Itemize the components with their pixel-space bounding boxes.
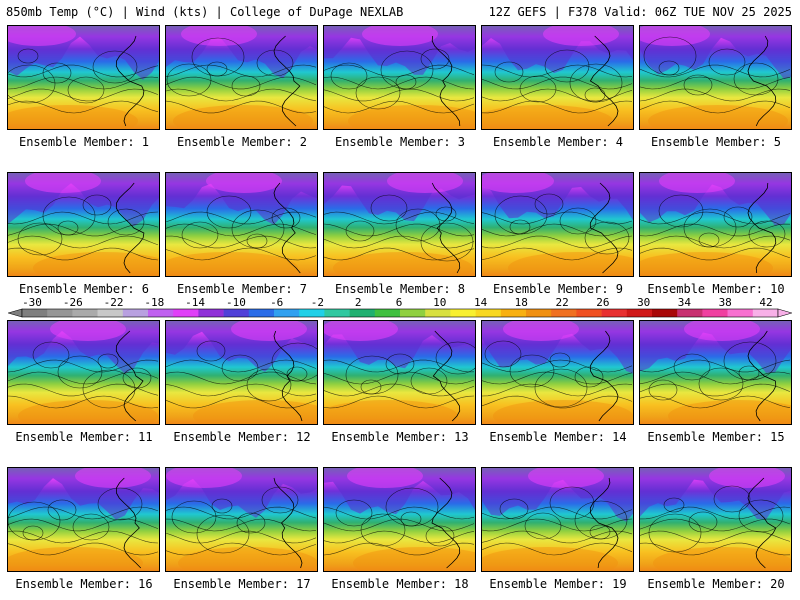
colorbar-segment: [248, 309, 275, 317]
colorbar-segment: [173, 309, 199, 317]
temperature-colorbar: -30 -26 -22 -18 -14 -10 -6 -2 2 6 10 14 18 22 26 30 34 38…: [8, 296, 792, 318]
colorbar-segment: [626, 309, 653, 317]
colorbar-tick-label: 30: [637, 296, 650, 309]
panel-label-4: Ensemble Member: 4: [492, 135, 624, 149]
colorbar-segment: [576, 309, 602, 317]
ensemble-panel-6: [7, 172, 160, 277]
colorbar-segment: [727, 309, 754, 317]
ensemble-panel-2: [165, 25, 318, 130]
colorbar-tick-label: 14: [474, 296, 488, 309]
panel-label-10: Ensemble Member: 10: [647, 282, 785, 296]
colorbar-segment: [475, 309, 502, 317]
ensemble-panel-15: [639, 320, 792, 425]
ensemble-panel-1: [7, 25, 160, 130]
colorbar-tick-label: 2: [355, 296, 362, 309]
ensemble-panel-3: [323, 25, 476, 130]
colorbar-segment: [551, 309, 577, 317]
panel-label-8: Ensemble Member: 8: [334, 282, 466, 296]
colorbar-tick-label: -2: [311, 296, 324, 309]
colorbar-segment: [97, 309, 124, 317]
colorbar-segment: [22, 309, 48, 317]
panel-label-5: Ensemble Member: 5: [650, 135, 782, 149]
colorbar-tick-label: 6: [396, 296, 403, 309]
header-run-info: 12Z GEFS | F378 Valid: 06Z TUE NOV 25 20…: [488, 5, 792, 19]
ensemble-panel-19: [481, 467, 634, 572]
colorbar-segment: [500, 309, 527, 317]
colorbar-segment: [374, 309, 401, 317]
colorbar-tick-label: 42: [759, 296, 772, 309]
colorbar-tick-label: -18: [144, 296, 164, 309]
panel-label-20: Ensemble Member: 20: [647, 577, 785, 591]
panel-label-14: Ensemble Member: 14: [489, 430, 627, 444]
colorbar-segment: [526, 309, 552, 317]
colorbar-segment: [677, 309, 703, 317]
colorbar-left-arrow: [8, 308, 23, 318]
colorbar-segment: [652, 309, 678, 317]
colorbar-segment: [702, 309, 728, 317]
colorbar-segment: [72, 309, 98, 317]
panel-label-11: Ensemble Member: 11: [15, 430, 153, 444]
colorbar-segment: [198, 309, 224, 317]
colorbar-tick-label: 38: [719, 296, 732, 309]
panel-label-18: Ensemble Member: 18: [331, 577, 469, 591]
ensemble-panel-11: [7, 320, 160, 425]
colorbar-segment: [400, 309, 426, 317]
panel-label-16: Ensemble Member: 16: [15, 577, 153, 591]
ensemble-panel-13: [323, 320, 476, 425]
colorbar-segment: [274, 309, 300, 317]
ensemble-panel-14: [481, 320, 634, 425]
panel-label-13: Ensemble Member: 13: [331, 430, 469, 444]
colorbar-right-arrow: [777, 308, 792, 318]
panel-label-12: Ensemble Member: 12: [173, 430, 311, 444]
colorbar-segment: [47, 309, 73, 317]
colorbar-segment: [601, 309, 628, 317]
colorbar-tick-label: -10: [226, 296, 246, 309]
colorbar-tick-label: -6: [270, 296, 283, 309]
ensemble-panel-18: [323, 467, 476, 572]
ensemble-panel-5: [639, 25, 792, 130]
panel-label-15: Ensemble Member: 15: [647, 430, 785, 444]
ensemble-panel-17: [165, 467, 318, 572]
ensemble-panel-12: [165, 320, 318, 425]
panel-label-19: Ensemble Member: 19: [489, 577, 627, 591]
colorbar-segment: [450, 309, 476, 317]
header-title: 850mb Temp (°C) | Wind (kts) | College o…: [6, 5, 404, 19]
colorbar-segment: [223, 309, 250, 317]
colorbar-tick-label: 10: [433, 296, 446, 309]
ensemble-panel-9: [481, 172, 634, 277]
colorbar-tick-label: -30: [22, 296, 42, 309]
colorbar-tick-label: 18: [515, 296, 528, 309]
panel-label-6: Ensemble Member: 6: [18, 282, 150, 296]
colorbar-tick-label: 22: [555, 296, 568, 309]
panel-label-9: Ensemble Member: 9: [492, 282, 624, 296]
ensemble-panel-7: [165, 172, 318, 277]
colorbar-tick-label: -14: [185, 296, 205, 309]
panel-label-1: Ensemble Member: 1: [18, 135, 150, 149]
ensemble-panel-10: [639, 172, 792, 277]
ensemble-panel-16: [7, 467, 160, 572]
colorbar-tick-label: -22: [104, 296, 124, 309]
colorbar-segment: [425, 309, 451, 317]
colorbar-tick-label: 34: [678, 296, 692, 309]
colorbar-segment: [349, 309, 376, 317]
ensemble-panel-20: [639, 467, 792, 572]
colorbar-segment: [148, 309, 174, 317]
panel-label-7: Ensemble Member: 7: [176, 282, 308, 296]
ensemble-panel-4: [481, 25, 634, 130]
colorbar-segment: [324, 309, 350, 317]
colorbar-segment: [299, 309, 325, 317]
ensemble-panel-8: [323, 172, 476, 277]
panel-label-17: Ensemble Member: 17: [173, 577, 311, 591]
panel-label-3: Ensemble Member: 3: [334, 135, 466, 149]
colorbar-segment: [122, 309, 149, 317]
colorbar-segment: [752, 309, 779, 317]
colorbar-tick-label: -26: [63, 296, 83, 309]
colorbar-tick-label: 26: [596, 296, 609, 309]
panel-label-2: Ensemble Member: 2: [176, 135, 308, 149]
